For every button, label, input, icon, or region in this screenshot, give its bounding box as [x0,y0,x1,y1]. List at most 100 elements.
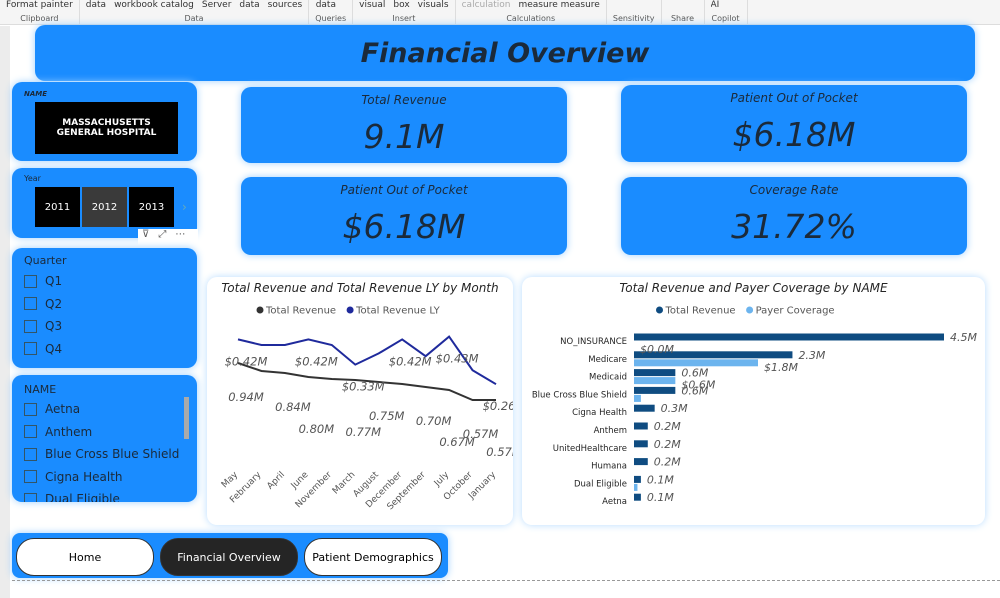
nav-button[interactable]: Home [16,538,154,576]
bar [634,377,676,385]
bar-card: Total Revenue and Payer Coverage by NAME… [522,277,985,525]
chart-title: Total Revenue and Payer Coverage by NAME [619,281,888,295]
checkbox-item[interactable]: Q2 [24,293,62,316]
data-label: $0.26M [483,399,513,413]
kpi-value: 9.1M [363,117,445,156]
kpi-value: 31.72% [731,207,857,246]
chevron[interactable]: › [182,200,187,214]
visual-toolbar[interactable]: ⊽ ⤢ ⋯ [138,229,198,245]
legend-label: Total Revenue LY [355,306,441,317]
page-edge [12,580,1000,581]
ribbon-group: Share [662,0,705,24]
ribbon-item[interactable]: data [239,0,260,10]
checkbox [24,274,37,288]
ribbon-item[interactable]: Format painter [6,0,73,10]
data-label: 0.77M [346,425,382,439]
bar [634,359,758,367]
y-tick-label: Aetna [602,497,627,507]
year-button[interactable]: 2012 [82,187,127,227]
legend-swatch [256,306,264,314]
kpi-card: Coverage Rate 31.72% [621,177,967,255]
checkbox-item[interactable]: Aetna [24,398,179,421]
ribbon-items: AI [711,0,741,13]
data-label: 0.75M [369,409,405,423]
checkbox [24,447,37,461]
y-tick-label: Anthem [594,426,627,436]
ribbon-item[interactable]: Server [201,0,232,10]
data-label: 0.1M [647,473,674,486]
ribbon-items: data workbook catalog Server data sources [86,0,302,13]
name-slicer: NAME Aetna Anthem Blue Cross Blue Shield Ci… [12,375,197,502]
data-label: $0.42M [389,354,432,368]
data-label: 0.3M [661,402,688,415]
checkbox [24,342,37,356]
ribbon: Format painter Clipboard data workbook cata… [0,0,1000,25]
year-button[interactable]: 2013 [129,187,174,227]
ribbon-items: visual box visuals [359,0,448,13]
data-label: 0.67M [439,435,475,449]
kpi-card: Total Revenue 9.1M [241,87,567,163]
data-label: 0.1M [647,491,674,504]
data-label: $0.6M [681,379,715,392]
ribbon-item[interactable]: AI [710,0,720,10]
line-card: Total Revenue and Total Revenue LY by Mo… [207,277,525,525]
ribbon-item[interactable]: measure measure [518,0,600,10]
ribbon-item[interactable]: visual [359,0,386,10]
option-label: Aetna [45,402,81,417]
legend-swatch [346,306,354,314]
ribbon-group-label: Sensitivity [612,14,655,23]
option-label: Cigna Health [45,469,123,484]
ribbon-group: data workbook catalog Server data sources Dat… [80,0,310,24]
y-tick-label: NO_INSURANCE [560,337,627,347]
data-label: 0.57M [463,427,499,441]
data-label: 0.94M [228,390,264,404]
data-label: $0.0M [640,343,674,356]
option-label: Dual Eligible [45,492,120,502]
bar [634,351,793,359]
year-slicer: Year › 2011 2012 2013 [12,168,197,238]
data-label: 4.5M [950,331,977,344]
legend-swatch [656,306,663,314]
bar [634,333,944,341]
option-label: Q3 [45,319,63,334]
ribbon-items: calculation measure measure [462,0,600,13]
checkbox-item[interactable]: Dual Eligible [24,488,179,502]
ribbon-group-label: Insert [392,14,416,23]
data-label: 2.3M [798,349,825,362]
nav-button[interactable]: Patient Demographics [304,538,442,576]
option-label: Q1 [45,274,63,289]
checkbox-item[interactable]: Blue Cross Blue Shield [24,443,179,466]
bar [634,440,648,448]
ribbon-item[interactable]: visuals [417,0,449,10]
data-label: 0.6M [681,384,708,397]
checkbox-item[interactable]: Cigna Health [24,466,179,489]
checkbox-item[interactable]: Anthem [24,421,179,444]
data-label: 0.2M [654,420,681,433]
chart-title: Total Revenue and Total Revenue LY by Mo… [221,281,498,295]
y-tick-label: Medicaid [589,373,627,383]
bar [634,404,655,412]
ribbon-item[interactable]: data [85,0,107,10]
y-tick-label: Dual Eligible [574,479,627,489]
ribbon-item[interactable]: workbook catalog [114,0,194,10]
checkbox-item[interactable]: Q3 [24,315,62,338]
scrollbar[interactable] [184,397,189,439]
ribbon-item[interactable]: calculation [461,0,511,10]
checkbox [24,470,37,484]
data-label: 0.84M [275,400,311,414]
ribbon-item[interactable]: sources [267,0,303,10]
line [237,362,496,401]
y-tick-label: Humana [591,462,627,472]
checkbox-item[interactable]: Q1 [24,270,62,293]
year-button[interactable]: 2011 [35,187,80,227]
checkbox-item[interactable]: Q4 [24,338,62,361]
hospital-value[interactable]: MASSACHUSETTS GENERAL HOSPITAL [35,102,178,154]
ribbon-item[interactable]: box [393,0,410,10]
ribbon-item[interactable]: data [315,0,336,10]
checkbox [24,425,37,439]
y-tick-label: Cigna Health [572,408,627,418]
nav-button[interactable]: Financial Overview [160,538,298,576]
data-label: 0.57M [486,445,513,459]
legend: Total Revenue Total Revenue LY [256,306,441,317]
